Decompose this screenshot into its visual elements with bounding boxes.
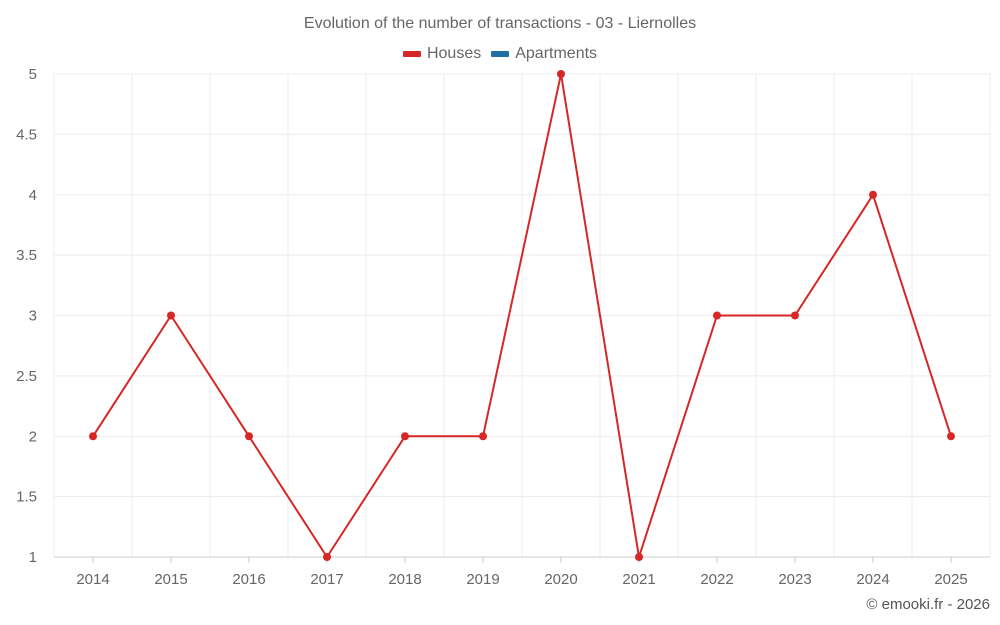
x-tick-label: 2024: [856, 571, 889, 588]
legend-swatch-apartments: [491, 51, 510, 57]
legend: Houses Apartments: [0, 45, 1000, 63]
x-tick-label: 2021: [622, 571, 655, 588]
legend-label-apartments: Apartments: [515, 45, 598, 62]
x-tick-label: 2014: [76, 571, 109, 588]
y-tick-label: 1: [29, 549, 37, 566]
x-tick-label: 2015: [154, 571, 187, 588]
x-tick-label: 2018: [388, 571, 421, 588]
x-axis: 2014 2015 2016 2017 2018 2019 2020 2021 2022 2023…: [54, 556, 990, 588]
data-point[interactable]: [479, 432, 487, 441]
legend-item-apartments[interactable]: Apartments: [491, 45, 597, 63]
y-tick-label: 2: [29, 428, 37, 445]
data-point[interactable]: [323, 553, 331, 561]
data-point[interactable]: [167, 311, 175, 320]
data-point[interactable]: [401, 432, 409, 441]
y-tick-label: 1.5: [16, 489, 37, 506]
x-tick-label: 2016: [232, 571, 265, 588]
data-point[interactable]: [245, 432, 253, 441]
legend-item-houses[interactable]: Houses: [402, 45, 482, 63]
y-tick-label: 4: [29, 187, 37, 204]
legend-label-houses: Houses: [426, 45, 482, 62]
data-point[interactable]: [713, 311, 721, 320]
series-line-houses: [92, 73, 952, 558]
x-tick-label: 2017: [310, 571, 343, 588]
x-tick-label: 2020: [544, 571, 577, 588]
x-tick-label: 2023: [778, 571, 811, 588]
series-group: [89, 70, 955, 561]
y-tick-label: 5: [29, 66, 37, 83]
grid: [53, 73, 991, 558]
data-point[interactable]: [947, 432, 955, 441]
data-point[interactable]: [791, 311, 799, 320]
x-tick-label: 2022: [700, 571, 733, 588]
y-tick-label: 3: [29, 308, 37, 325]
y-axis: 1 1.5 2 2.5 3 3.5 4 4.5 5: [16, 66, 37, 566]
y-tick-label: 4.5: [16, 126, 37, 143]
data-point[interactable]: [635, 553, 643, 561]
y-tick-label: 3.5: [16, 247, 37, 264]
y-tick-label: 2.5: [16, 368, 37, 385]
data-point[interactable]: [89, 432, 97, 441]
data-point[interactable]: [557, 70, 565, 78]
x-tick-label: 2025: [934, 571, 967, 588]
credit: © emooki.fr - 2026: [866, 596, 990, 613]
legend-swatch-houses: [402, 51, 421, 57]
data-point[interactable]: [869, 190, 877, 199]
chart-title: Evolution of the number of transactions …: [303, 15, 697, 32]
x-tick-label: 2019: [466, 571, 499, 588]
